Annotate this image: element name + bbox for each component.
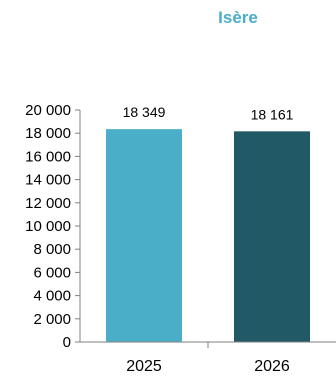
y-tick-label: 2 000	[33, 311, 71, 328]
y-tick-label: 10 000	[25, 218, 71, 235]
y-tick-label: 4 000	[33, 288, 71, 305]
y-tick-label: 18 000	[25, 125, 71, 142]
data-label-2026: 18 161	[251, 106, 294, 122]
y-tick-label: 6 000	[33, 264, 71, 281]
y-tick-label: 8 000	[33, 241, 71, 258]
y-tick-label: 20 000	[25, 102, 71, 119]
y-tick-label: 16 000	[25, 148, 71, 165]
x-axis: 2025 2026	[80, 341, 336, 375]
y-tick-label: 12 000	[25, 195, 71, 212]
y-tick-label: 0	[63, 334, 71, 351]
category-label-2026: 2026	[254, 358, 290, 375]
bars	[106, 129, 310, 342]
data-labels: 18 349 18 161	[123, 104, 294, 122]
data-label-2025: 18 349	[123, 104, 166, 120]
bar-2025	[106, 129, 182, 342]
y-tick-label: 14 000	[25, 172, 71, 189]
bar-2026	[234, 131, 310, 342]
y-axis: 0 2 000 4 000 6 000 8 000 10 000 12 000 14 000 1…	[25, 102, 81, 351]
category-label-2025: 2025	[126, 358, 162, 375]
chart-title: Isère	[218, 8, 258, 27]
